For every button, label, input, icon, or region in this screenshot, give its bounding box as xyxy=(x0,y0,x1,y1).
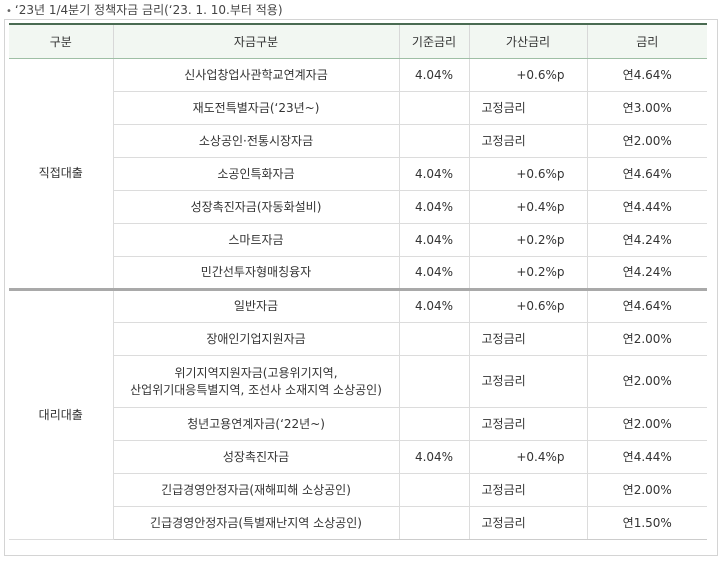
header-rate: 금리 xyxy=(586,23,707,59)
added-rate-cell: 고정금리 xyxy=(468,473,587,507)
table-row: 성장촉진자금(자동화설비) 4.04% +0.4%p 연4.44% xyxy=(9,190,707,224)
table-frame xyxy=(4,19,718,556)
table-row: 직접대출 신사업창업사관학교연계자금 4.04% +0.6%p 연4.64% xyxy=(9,58,707,290)
base-rate-cell: 4.04% xyxy=(398,157,469,191)
policy-fund-rate-table: 구분 자금구분 기준금리 가산금리 금리 직접대출 신사업창업사관학교연계자금 4.… xyxy=(9,23,707,540)
fund-name-line: 산업위기대응특별지역, 조선사 소재지역 소상공인) xyxy=(130,382,382,397)
header-added-rate: 가산금리 xyxy=(468,23,587,59)
fund-name-cell: 긴급경영안정자금(특별재난지역 소상공인) xyxy=(112,506,399,540)
fund-name-cell: 신사업창업사관학교연계자금 xyxy=(112,58,399,92)
fund-name-cell: 성장촉진자금 xyxy=(112,440,399,474)
table-caption: • ‘23년 1/4분기 정책자금 금리(‘23. 1. 10.부터 적용) xyxy=(6,2,283,18)
header-fund-type: 자금구분 xyxy=(112,23,399,59)
fund-name-cell: 스마트자금 xyxy=(112,223,399,257)
header-row: 구분 자금구분 기준금리 가산금리 금리 xyxy=(9,23,707,59)
table-row: 재도전특별자금(‘23년~) 고정금리 연3.00% xyxy=(9,91,707,125)
fund-name-cell: 청년고용연계자금(‘22년~) xyxy=(112,407,399,441)
added-rate-cell: +0.6%p xyxy=(468,288,587,323)
table-row: 성장촉진자금 4.04% +0.4%p 연4.44% xyxy=(9,440,707,474)
added-rate-cell: 고정금리 xyxy=(468,407,587,441)
table-row: 소상공인·전통시장자금 고정금리 연2.00% xyxy=(9,124,707,158)
base-rate-cell xyxy=(398,322,469,356)
fund-name-cell: 민간선투자형매칭융자 xyxy=(112,256,399,290)
added-rate-cell: 고정금리 xyxy=(468,91,587,125)
caption-text: ‘23년 1/4분기 정책자금 금리(‘23. 1. 10.부터 적용) xyxy=(14,3,283,17)
rate-cell: 연4.24% xyxy=(586,223,707,257)
base-rate-cell xyxy=(398,91,469,125)
added-rate-cell: +0.2%p xyxy=(468,223,587,257)
bullet-icon: • xyxy=(6,6,12,17)
added-rate-cell: +0.6%p xyxy=(468,58,587,92)
table-row: 대리대출 일반자금 4.04% +0.6%p 연4.64% xyxy=(9,288,707,540)
rate-cell: 연3.00% xyxy=(586,91,707,125)
base-rate-cell xyxy=(398,506,469,540)
table-row: 긴급경영안정자금(재해피해 소상공인) 고정금리 연2.00% xyxy=(9,473,707,507)
base-rate-cell: 4.04% xyxy=(398,223,469,257)
fund-name-cell: 소공인특화자금 xyxy=(112,157,399,191)
rate-cell: 연4.64% xyxy=(586,288,707,323)
added-rate-cell: 고정금리 xyxy=(468,124,587,158)
base-rate-cell: 4.04% xyxy=(398,440,469,474)
header-base-rate: 기준금리 xyxy=(398,23,469,59)
table-row: 청년고용연계자금(‘22년~) 고정금리 연2.00% xyxy=(9,407,707,441)
rate-cell: 연2.00% xyxy=(586,124,707,158)
base-rate-cell: 4.04% xyxy=(398,288,469,323)
base-rate-cell: 4.04% xyxy=(398,58,469,92)
base-rate-cell: 4.04% xyxy=(398,190,469,224)
rate-cell: 연4.44% xyxy=(586,190,707,224)
table-row: 긴급경영안정자금(특별재난지역 소상공인) 고정금리 연1.50% xyxy=(9,506,707,540)
fund-name-cell: 위기지역지원자금(고용위기지역, 산업위기대응특별지역, 조선사 소재지역 소상공… xyxy=(112,355,399,408)
table-row: 소공인특화자금 4.04% +0.6%p 연4.64% xyxy=(9,157,707,191)
rate-cell: 연4.64% xyxy=(586,157,707,191)
table-row: 스마트자금 4.04% +0.2%p 연4.24% xyxy=(9,223,707,257)
group-label: 대리대출 xyxy=(9,288,113,540)
fund-name-line: 위기지역지원자금(고용위기지역, xyxy=(174,365,338,380)
added-rate-cell: +0.4%p xyxy=(468,190,587,224)
base-rate-cell xyxy=(398,407,469,441)
fund-name-cell: 소상공인·전통시장자금 xyxy=(112,124,399,158)
group-label: 직접대출 xyxy=(9,58,113,290)
rate-cell: 연2.00% xyxy=(586,407,707,441)
fund-name-cell: 재도전특별자금(‘23년~) xyxy=(112,91,399,125)
added-rate-cell: 고정금리 xyxy=(468,355,587,408)
added-rate-cell: +0.2%p xyxy=(468,256,587,290)
rate-cell: 연4.64% xyxy=(586,58,707,92)
fund-name-cell: 일반자금 xyxy=(112,288,399,323)
added-rate-cell: +0.4%p xyxy=(468,440,587,474)
rate-cell: 연4.24% xyxy=(586,256,707,290)
added-rate-cell: 고정금리 xyxy=(468,322,587,356)
rate-cell: 연4.44% xyxy=(586,440,707,474)
base-rate-cell xyxy=(398,355,469,408)
header-category: 구분 xyxy=(9,23,113,59)
rate-cell: 연2.00% xyxy=(586,355,707,408)
table-row: 장애인기업지원자금 고정금리 연2.00% xyxy=(9,322,707,356)
fund-name-cell: 장애인기업지원자금 xyxy=(112,322,399,356)
rate-cell: 연2.00% xyxy=(586,322,707,356)
table-row: 민간선투자형매칭융자 4.04% +0.2%p 연4.24% xyxy=(9,256,707,290)
table-row: 위기지역지원자금(고용위기지역, 산업위기대응특별지역, 조선사 소재지역 소상공… xyxy=(9,355,707,408)
base-rate-cell xyxy=(398,124,469,158)
base-rate-cell: 4.04% xyxy=(398,256,469,290)
added-rate-cell: 고정금리 xyxy=(468,506,587,540)
rate-cell: 연1.50% xyxy=(586,506,707,540)
fund-name-cell: 성장촉진자금(자동화설비) xyxy=(112,190,399,224)
added-rate-cell: +0.6%p xyxy=(468,157,587,191)
rate-cell: 연2.00% xyxy=(586,473,707,507)
base-rate-cell xyxy=(398,473,469,507)
fund-name-cell: 긴급경영안정자금(재해피해 소상공인) xyxy=(112,473,399,507)
